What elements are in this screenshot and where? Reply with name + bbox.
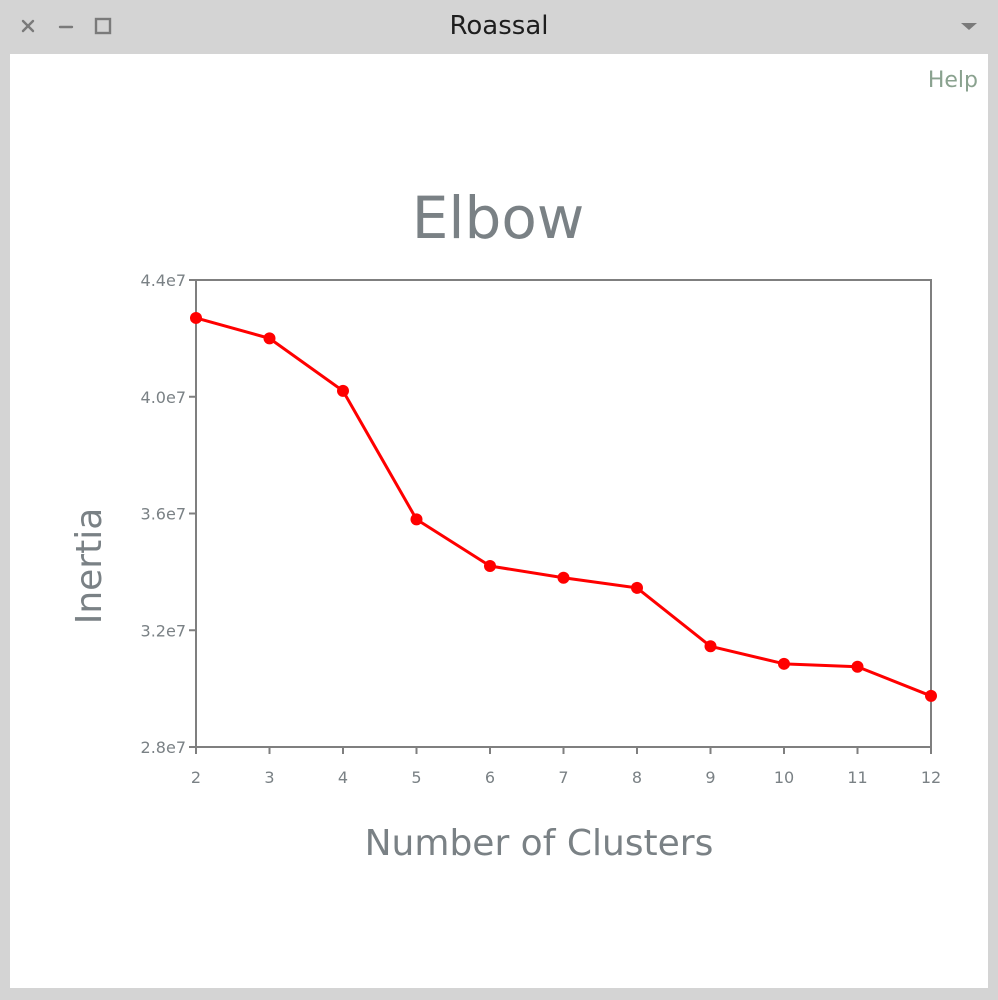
x-tick-label-5: 7: [558, 768, 568, 787]
window-title: Roassal: [449, 11, 549, 41]
data-point-2: [190, 311, 202, 324]
minimize-icon[interactable]: [54, 14, 78, 38]
chart-title: Elbow: [412, 184, 585, 252]
close-icon[interactable]: [16, 14, 40, 38]
data-point-11: [851, 660, 864, 673]
plot-frame: [195, 279, 932, 748]
x-tick-label-0: 2: [191, 768, 201, 787]
help-link[interactable]: Help: [927, 68, 978, 93]
y-tick-label-2: 3.6e7: [141, 505, 186, 524]
x-axis-label: Number of Clusters: [365, 823, 714, 864]
data-point-9: [704, 640, 717, 653]
title-bar[interactable]: Roassal: [0, 0, 998, 52]
data-point-6: [484, 560, 496, 573]
data-point-3: [263, 332, 276, 345]
series-line: [195, 316, 932, 698]
y-tick-label-0: 2.8e7: [141, 738, 186, 757]
data-point-10: [778, 657, 790, 670]
maximize-icon[interactable]: [91, 14, 115, 38]
data-point-12: [925, 689, 937, 702]
x-tick-label-2: 4: [338, 768, 348, 787]
x-tick-label-7: 9: [705, 768, 715, 787]
data-point-7: [557, 571, 570, 584]
y-tick-label-1: 3.2e7: [141, 621, 186, 640]
data-point-8: [631, 581, 643, 594]
x-tick-label-8: 10: [774, 768, 794, 787]
data-point-5: [410, 513, 423, 526]
y-tick-label-4: 4.4e7: [141, 271, 186, 290]
x-tick-label-4: 6: [485, 768, 495, 787]
chevron-down-icon[interactable]: [956, 16, 982, 36]
chart-canvas: Help 2.8e7 3.2e7 3.6e7 4.0e7 4.4e7 2 3 4 5 6 7 8 9 10…: [10, 54, 988, 988]
x-tick-label-9: 11: [847, 768, 867, 787]
elbow-chart: 2.8e7 3.2e7 3.6e7 4.0e7 4.4e7 2 3 4 5 6 7 8 9 10 11 12 E…: [69, 184, 941, 864]
x-tick-label-3: 5: [411, 768, 421, 787]
data-point-4: [337, 384, 349, 397]
x-tick-label-1: 3: [264, 768, 274, 787]
y-axis-label: Inertia: [69, 508, 110, 625]
y-tick-label-3: 4.0e7: [141, 388, 186, 407]
x-tick-label-10: 12: [921, 768, 941, 787]
x-tick-label-6: 8: [632, 768, 642, 787]
